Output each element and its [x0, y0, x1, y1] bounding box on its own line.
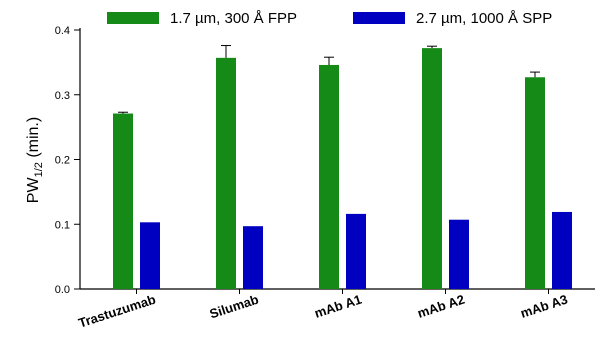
y-axis-title-subscript: 1/2 [33, 162, 45, 177]
category-label: Trastuzumab [77, 292, 158, 331]
y-tick-label: 0.1 [55, 219, 70, 231]
bar [422, 48, 442, 289]
bar [449, 219, 469, 289]
bar [243, 226, 263, 289]
category-label: Silumab [208, 292, 261, 322]
y-tick-label: 0.0 [55, 284, 70, 296]
category-label: mAb A2 [416, 292, 467, 321]
bar [346, 213, 366, 289]
bar [525, 77, 545, 289]
bar [552, 211, 572, 289]
y-axis-title-main: PW [25, 177, 42, 204]
legend-swatch-fpp [107, 12, 159, 24]
y-tick-label: 0.2 [55, 155, 70, 167]
legend-label-spp: 2.7 µm, 1000 Å SPP [416, 10, 552, 27]
legend-label-fpp: 1.7 µm, 300 Å FPP [170, 10, 297, 27]
bar [319, 64, 339, 289]
y-tick-label: 0.4 [55, 25, 70, 37]
bar [113, 113, 133, 289]
bar [216, 57, 236, 289]
bars [113, 45, 572, 289]
bar [140, 222, 160, 289]
category-label: mAb A1 [313, 292, 364, 321]
category-label: mAb A3 [519, 292, 570, 321]
category-labels: Trastuzumab Silumab mAb A1 mAb A2 mAb A3 [77, 292, 570, 331]
svg-text:PW1/2 (min.): PW1/2 (min.) [25, 117, 45, 203]
ticks: 0.0 0.1 0.2 0.3 0.4 [55, 25, 549, 296]
legend: 1.7 µm, 300 Å FPP 2.7 µm, 1000 Å SPP [107, 10, 552, 27]
y-axis-title: PW1/2 (min.) [25, 117, 45, 203]
legend-swatch-spp [353, 12, 405, 24]
y-tick-label: 0.3 [55, 90, 70, 102]
y-axis-title-unit: (min.) [25, 117, 42, 162]
